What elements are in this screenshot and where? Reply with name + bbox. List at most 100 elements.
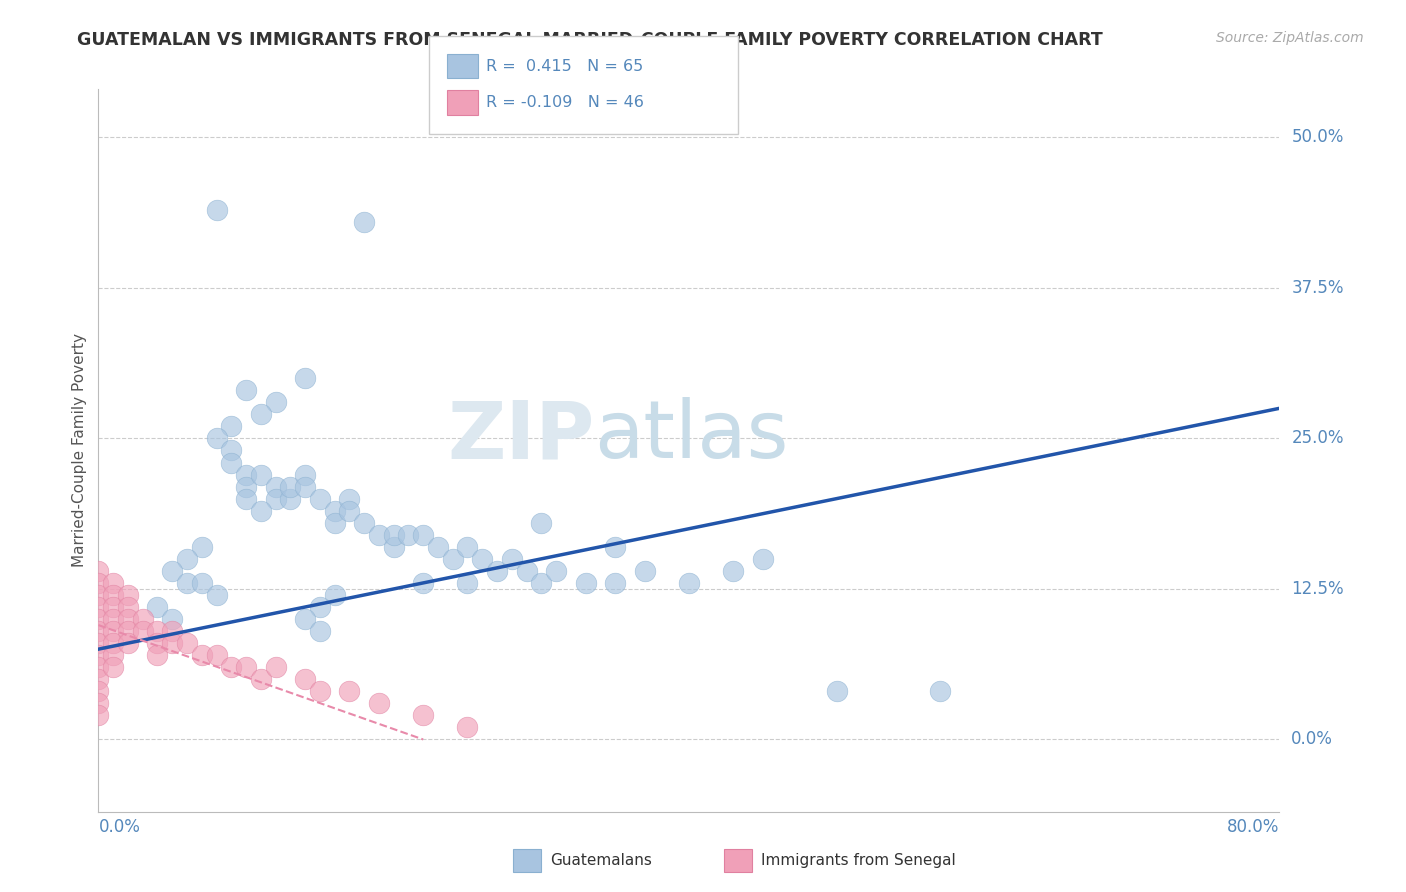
Point [368, 696, 391, 710]
Point [146, 648, 169, 662]
Point [87, 564, 110, 578]
Point [294, 467, 316, 482]
Point [87, 612, 110, 626]
Text: GUATEMALAN VS IMMIGRANTS FROM SENEGAL MARRIED-COUPLE FAMILY POVERTY CORRELATION : GUATEMALAN VS IMMIGRANTS FROM SENEGAL MA… [77, 31, 1104, 49]
Point [87, 576, 110, 591]
Point [294, 673, 316, 687]
Point [146, 599, 169, 614]
Point [530, 576, 553, 591]
Text: ZIP: ZIP [447, 397, 595, 475]
Point [323, 503, 346, 517]
Point [235, 384, 257, 398]
Point [87, 696, 110, 710]
Point [605, 540, 627, 554]
Point [723, 564, 745, 578]
Point [103, 612, 125, 626]
Point [191, 540, 214, 554]
Point [87, 588, 110, 602]
Point [176, 551, 198, 566]
Point [191, 576, 214, 591]
Point [323, 516, 346, 530]
Point [162, 624, 183, 639]
Point [235, 491, 257, 506]
Point [162, 564, 183, 578]
Point [457, 721, 479, 735]
Point [825, 684, 848, 698]
Point [294, 371, 316, 385]
Text: Immigrants from Senegal: Immigrants from Senegal [761, 854, 956, 868]
Point [339, 503, 361, 517]
Y-axis label: Married-Couple Family Poverty: Married-Couple Family Poverty [72, 334, 87, 567]
Point [457, 576, 479, 591]
Point [235, 480, 257, 494]
Text: Source: ZipAtlas.com: Source: ZipAtlas.com [1216, 31, 1364, 45]
Point [103, 599, 125, 614]
Point [132, 624, 155, 639]
Text: 25.0%: 25.0% [1291, 429, 1344, 448]
Point [294, 612, 316, 626]
Point [221, 443, 243, 458]
Point [368, 528, 391, 542]
Point [117, 636, 139, 650]
Point [486, 564, 509, 578]
Point [162, 612, 183, 626]
Point [294, 480, 316, 494]
Point [117, 588, 139, 602]
Point [87, 624, 110, 639]
Point [103, 576, 125, 591]
Point [353, 516, 375, 530]
Text: 0.0%: 0.0% [1291, 731, 1333, 748]
Text: Guatemalans: Guatemalans [550, 854, 651, 868]
Point [309, 599, 332, 614]
Text: R =  0.415   N = 65: R = 0.415 N = 65 [486, 59, 644, 73]
Point [87, 684, 110, 698]
Point [264, 480, 287, 494]
Point [146, 624, 169, 639]
Point [103, 648, 125, 662]
Point [382, 528, 405, 542]
Point [117, 599, 139, 614]
Point [205, 432, 228, 446]
Point [264, 491, 287, 506]
Point [250, 407, 273, 422]
Point [250, 503, 273, 517]
Point [103, 660, 125, 674]
Point [353, 215, 375, 229]
Point [323, 588, 346, 602]
Point [205, 588, 228, 602]
Point [280, 491, 302, 506]
Point [530, 516, 553, 530]
Point [103, 636, 125, 650]
Point [87, 648, 110, 662]
Point [309, 491, 332, 506]
Point [235, 467, 257, 482]
Point [457, 540, 479, 554]
Point [235, 660, 257, 674]
Point [221, 455, 243, 469]
Point [87, 708, 110, 723]
Point [309, 624, 332, 639]
Point [398, 528, 420, 542]
Text: 50.0%: 50.0% [1291, 128, 1344, 146]
Point [132, 612, 155, 626]
Point [382, 540, 405, 554]
Point [205, 202, 228, 217]
Point [103, 588, 125, 602]
Point [250, 673, 273, 687]
Point [87, 636, 110, 650]
Point [264, 395, 287, 409]
Text: 80.0%: 80.0% [1227, 818, 1279, 836]
Point [176, 576, 198, 591]
Point [221, 419, 243, 434]
Point [752, 551, 775, 566]
Point [575, 576, 598, 591]
Point [412, 708, 434, 723]
Point [205, 648, 228, 662]
Text: atlas: atlas [595, 397, 789, 475]
Point [117, 612, 139, 626]
Point [516, 564, 538, 578]
Point [929, 684, 952, 698]
Point [546, 564, 568, 578]
Point [501, 551, 523, 566]
Point [339, 684, 361, 698]
